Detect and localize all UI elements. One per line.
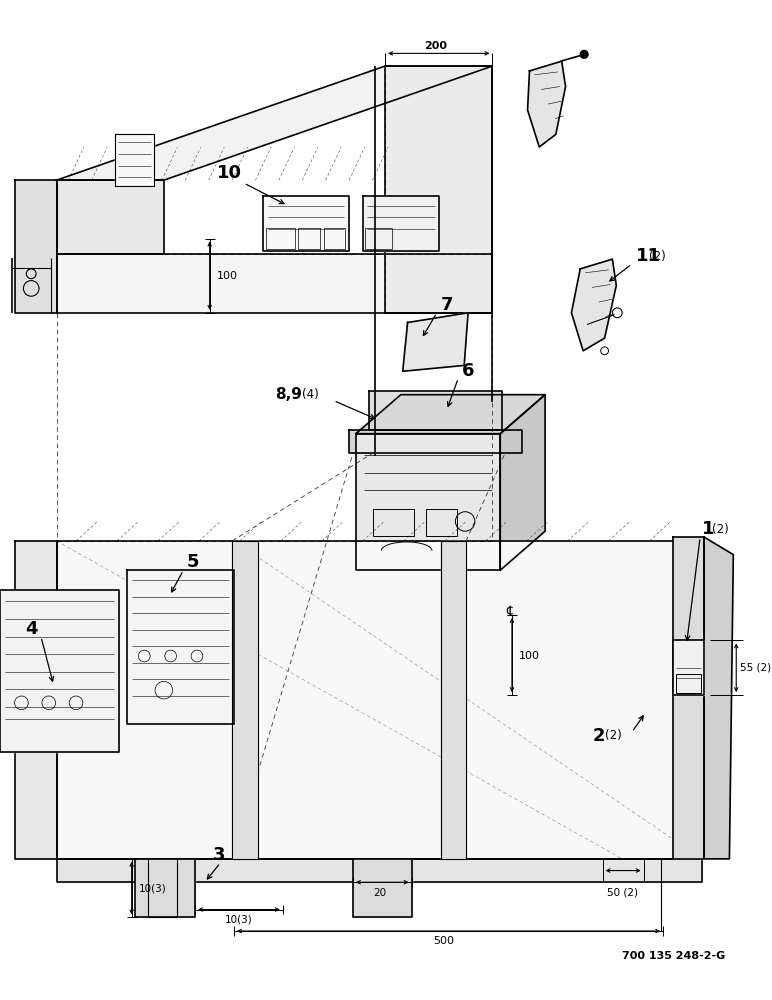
Bar: [299, 228, 320, 249]
Bar: [426, 509, 457, 536]
Polygon shape: [385, 66, 493, 313]
Text: 700 135 248-2-G: 700 135 248-2-G: [622, 951, 726, 961]
Polygon shape: [115, 134, 154, 186]
Polygon shape: [356, 434, 500, 570]
Text: 8,9: 8,9: [275, 387, 302, 402]
Text: 4: 4: [25, 620, 38, 638]
Text: 200: 200: [425, 41, 448, 51]
Polygon shape: [353, 859, 411, 917]
Text: (4): (4): [303, 388, 319, 401]
Polygon shape: [349, 430, 522, 453]
Polygon shape: [500, 395, 545, 570]
Bar: [364, 228, 392, 249]
Text: 10(3): 10(3): [225, 914, 252, 924]
Text: 6: 6: [462, 362, 475, 380]
Polygon shape: [56, 541, 702, 859]
Polygon shape: [527, 61, 566, 147]
Text: 11: 11: [636, 247, 661, 265]
Polygon shape: [571, 259, 616, 351]
Text: 10: 10: [216, 164, 242, 182]
Text: (2): (2): [712, 523, 729, 536]
Text: 100: 100: [216, 271, 238, 281]
Polygon shape: [263, 196, 349, 251]
Polygon shape: [232, 541, 259, 859]
Text: 2: 2: [593, 727, 605, 745]
Text: 50 (2): 50 (2): [607, 887, 638, 897]
Polygon shape: [56, 66, 493, 180]
Polygon shape: [15, 541, 56, 859]
Polygon shape: [441, 541, 466, 859]
Bar: [676, 674, 701, 693]
Text: (2): (2): [604, 729, 621, 742]
Polygon shape: [0, 590, 119, 752]
Polygon shape: [56, 859, 702, 882]
Polygon shape: [127, 570, 234, 724]
Text: 10(3): 10(3): [138, 883, 166, 893]
Text: 20: 20: [374, 888, 387, 898]
Bar: [266, 228, 296, 249]
Polygon shape: [403, 313, 468, 371]
Polygon shape: [56, 180, 164, 254]
Text: ℄: ℄: [506, 605, 516, 619]
Bar: [374, 509, 415, 536]
Polygon shape: [673, 640, 704, 695]
Polygon shape: [134, 859, 195, 917]
Polygon shape: [368, 391, 503, 430]
Polygon shape: [704, 537, 733, 859]
Text: 1: 1: [702, 520, 715, 538]
Bar: [323, 228, 345, 249]
Polygon shape: [15, 180, 56, 313]
Text: 55 (2): 55 (2): [740, 663, 771, 673]
Circle shape: [581, 50, 588, 58]
Text: 100: 100: [519, 651, 540, 661]
Polygon shape: [356, 395, 545, 434]
Text: 500: 500: [433, 936, 454, 946]
Polygon shape: [56, 254, 493, 313]
Text: (2): (2): [649, 250, 666, 263]
Text: 7: 7: [441, 296, 453, 314]
Polygon shape: [363, 196, 438, 251]
Text: 3: 3: [212, 846, 225, 864]
Polygon shape: [673, 537, 704, 859]
Text: 5: 5: [186, 553, 198, 571]
